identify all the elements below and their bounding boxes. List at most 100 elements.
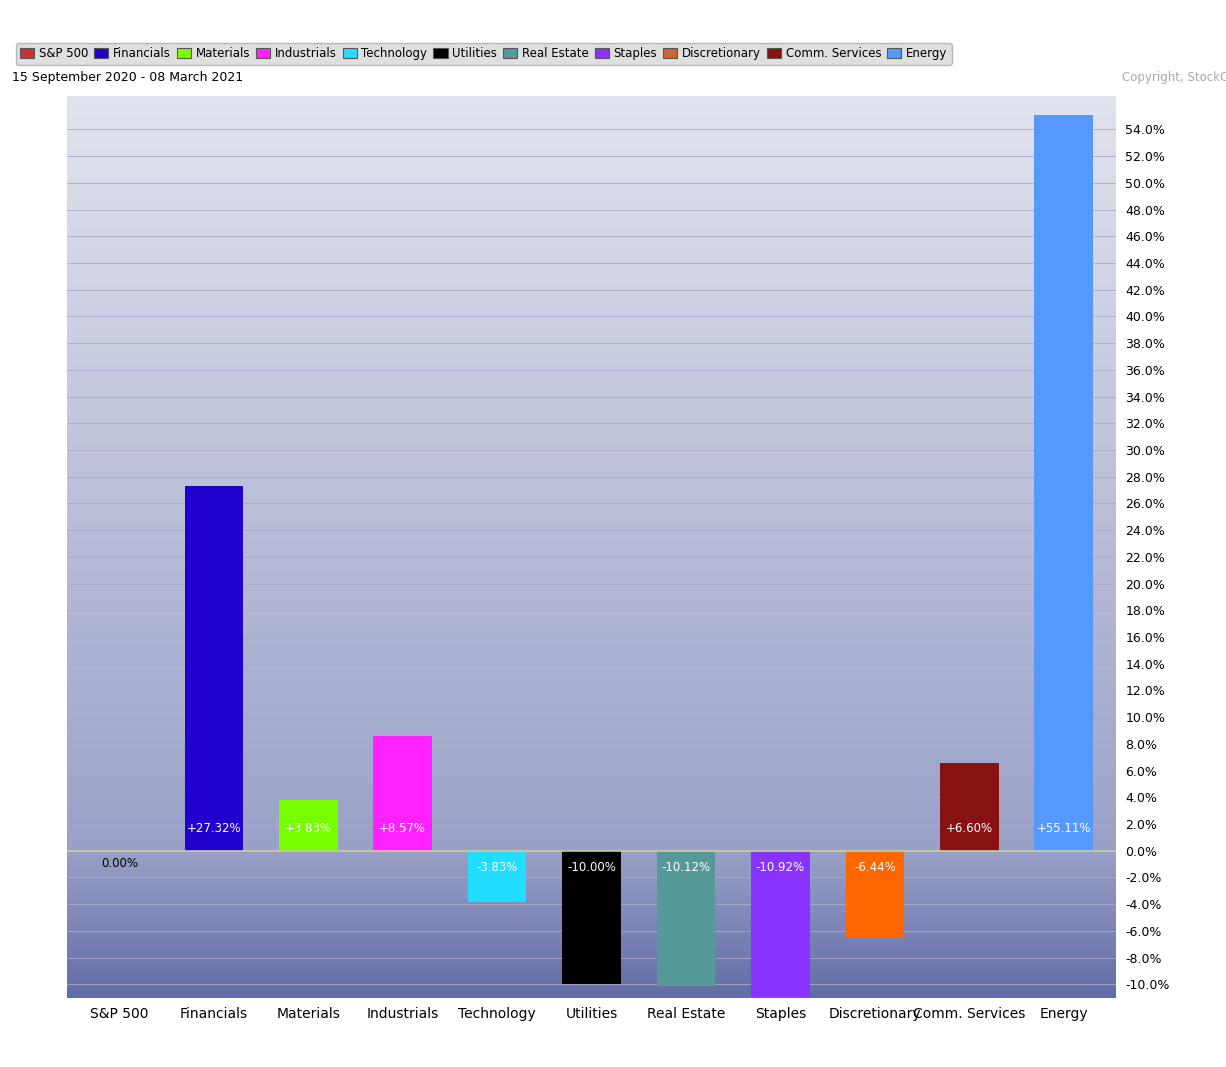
Bar — [752, 850, 809, 997]
Bar — [67, 876, 1116, 877]
Bar — [67, 339, 1116, 341]
Bar — [67, 748, 1116, 750]
Bar — [67, 351, 1116, 353]
Bar — [67, 416, 1116, 417]
Bar — [67, 331, 1116, 332]
Bar — [67, 432, 1116, 434]
Bar — [67, 983, 1116, 984]
Bar — [67, 640, 1116, 641]
Bar — [67, 176, 1116, 177]
Bar — [67, 596, 1116, 598]
Bar — [67, 303, 1116, 305]
Bar — [67, 347, 1116, 349]
Bar — [67, 323, 1116, 324]
Bar — [67, 397, 1116, 398]
Bar — [67, 126, 1116, 128]
Bar — [67, 824, 1116, 825]
Bar — [67, 759, 1116, 760]
Bar — [67, 953, 1116, 954]
Bar — [67, 118, 1116, 121]
Bar — [67, 978, 1116, 980]
Bar — [468, 850, 526, 902]
Bar — [67, 880, 1116, 882]
Bar — [67, 273, 1116, 275]
Bar — [67, 324, 1116, 325]
Bar — [67, 895, 1116, 897]
Bar — [67, 603, 1116, 604]
Bar — [67, 607, 1116, 608]
Bar — [67, 227, 1116, 228]
Bar — [67, 189, 1116, 191]
Bar — [67, 287, 1116, 288]
Bar — [67, 424, 1116, 425]
Bar — [67, 621, 1116, 622]
Bar — [67, 177, 1116, 178]
Bar — [67, 784, 1116, 785]
Bar — [67, 728, 1116, 729]
Bar — [67, 252, 1116, 254]
Bar — [67, 861, 1116, 862]
Bar — [67, 957, 1116, 958]
Bar — [67, 158, 1116, 159]
Bar — [67, 308, 1116, 309]
Bar — [67, 730, 1116, 732]
Bar — [67, 879, 1116, 880]
Bar — [67, 813, 1116, 814]
Text: Copyright, StockCharts.com: Copyright, StockCharts.com — [1122, 71, 1226, 84]
Bar — [67, 254, 1116, 255]
Bar — [67, 912, 1116, 913]
Bar — [67, 452, 1116, 453]
Bar — [67, 434, 1116, 435]
Bar — [67, 700, 1116, 702]
Bar — [67, 115, 1116, 117]
Bar — [67, 244, 1116, 246]
Bar — [67, 577, 1116, 578]
Bar — [67, 778, 1116, 780]
Bar — [67, 578, 1116, 579]
Text: +8.57%: +8.57% — [379, 822, 427, 834]
Bar — [67, 506, 1116, 508]
Bar — [67, 504, 1116, 505]
Bar — [67, 568, 1116, 570]
Bar — [67, 862, 1116, 864]
Bar — [67, 539, 1116, 541]
Bar — [67, 754, 1116, 755]
Bar — [67, 585, 1116, 586]
Bar — [280, 799, 337, 850]
Bar — [67, 125, 1116, 126]
Bar — [67, 290, 1116, 291]
Bar — [67, 696, 1116, 697]
Bar — [67, 567, 1116, 568]
Text: +27.32%: +27.32% — [186, 822, 242, 834]
Bar — [67, 865, 1116, 866]
Bar — [67, 724, 1116, 726]
Bar — [67, 538, 1116, 539]
Bar — [67, 105, 1116, 107]
Bar — [374, 736, 432, 850]
Bar — [67, 971, 1116, 972]
Bar — [67, 946, 1116, 949]
Bar — [67, 711, 1116, 712]
Bar — [67, 835, 1116, 837]
Bar — [67, 799, 1116, 801]
Bar — [67, 314, 1116, 316]
Bar — [67, 194, 1116, 195]
Bar — [67, 673, 1116, 674]
Bar — [67, 173, 1116, 174]
Bar — [67, 653, 1116, 655]
Bar — [67, 917, 1116, 918]
Bar — [67, 633, 1116, 634]
Bar — [67, 656, 1116, 658]
Bar — [67, 695, 1116, 696]
Bar — [67, 648, 1116, 649]
Bar — [67, 855, 1116, 857]
Bar — [67, 873, 1116, 875]
Bar — [940, 763, 998, 850]
Bar — [67, 975, 1116, 976]
Bar — [67, 204, 1116, 206]
Bar — [67, 141, 1116, 143]
Bar — [67, 457, 1116, 458]
Bar — [67, 964, 1116, 965]
Bar — [67, 155, 1116, 156]
Bar — [67, 150, 1116, 152]
